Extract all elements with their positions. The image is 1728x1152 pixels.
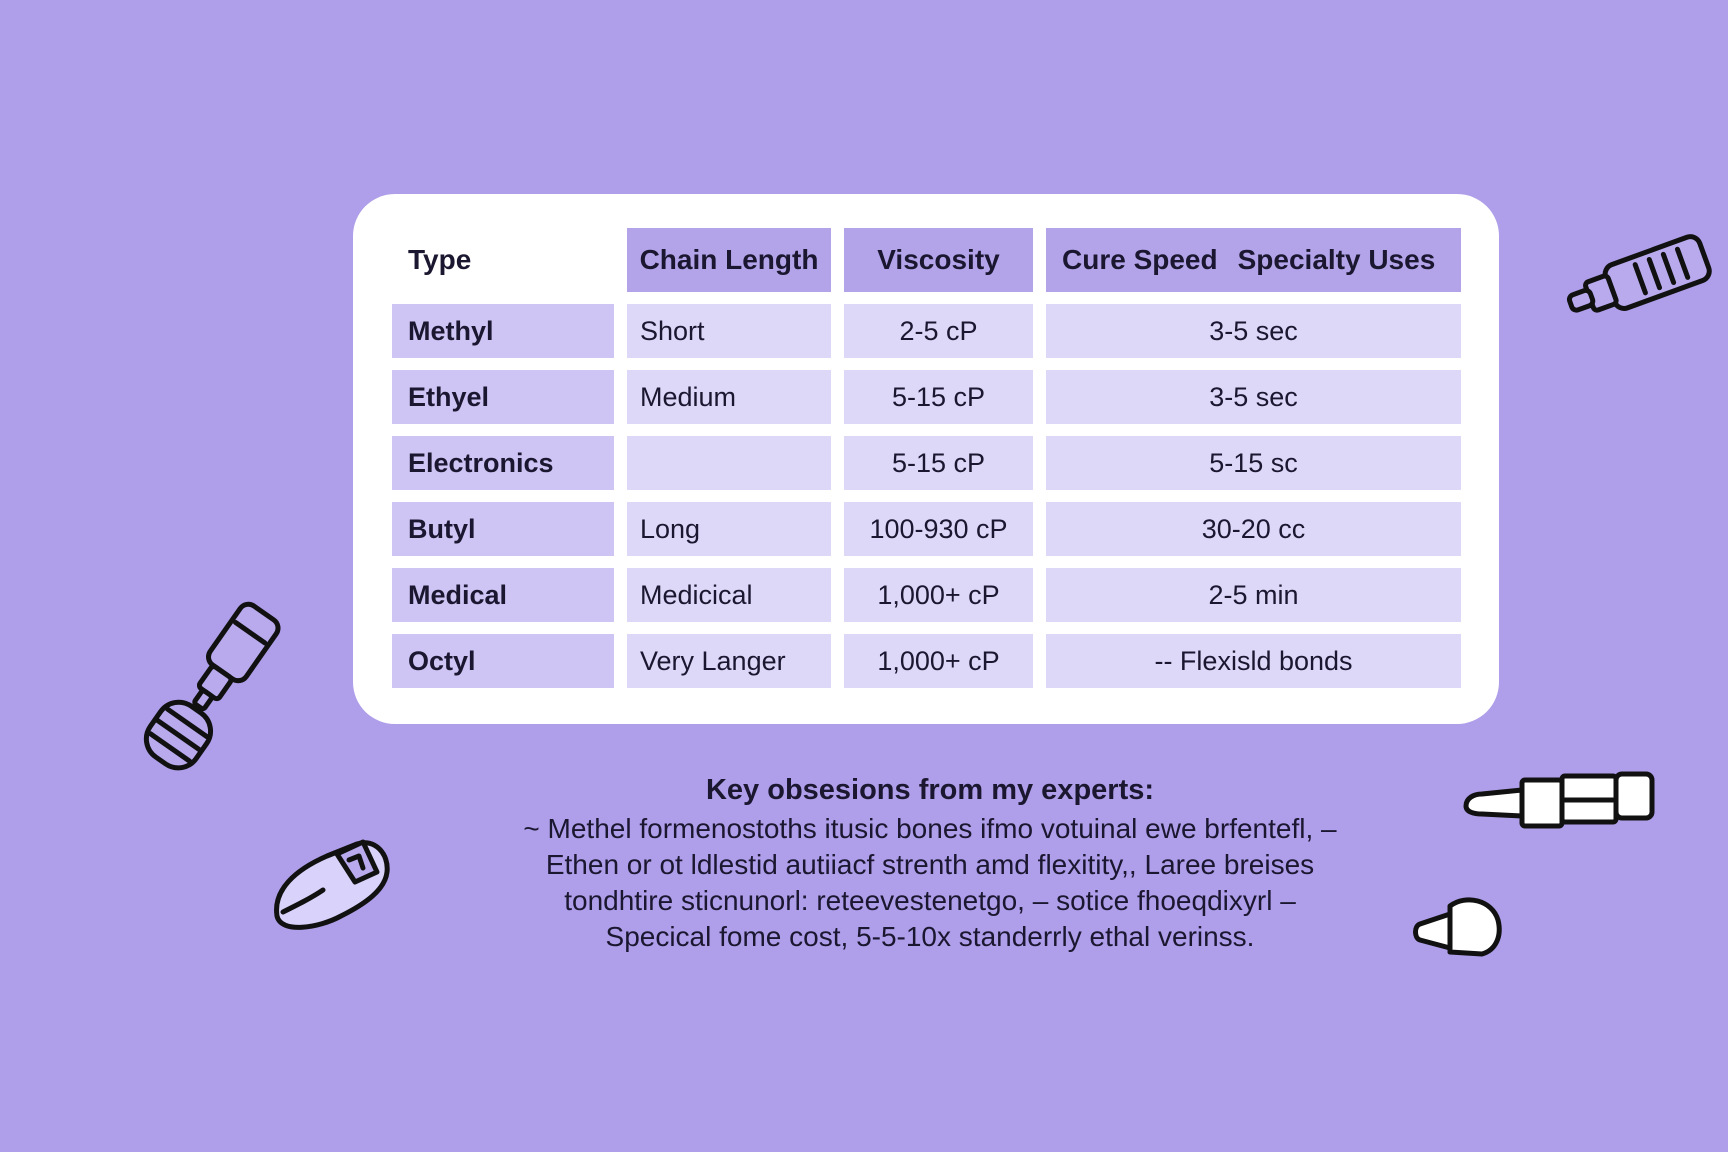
table-row-type: Octyl — [392, 634, 614, 688]
notes-line: ~ Methel formenostoths itusic bones ifmo… — [523, 813, 1337, 844]
table-row-chain: Medium — [627, 370, 831, 424]
glue-applicator-icon — [130, 590, 290, 790]
table-row-cure: 30-20 cc — [1046, 502, 1461, 556]
table-row-viscosity: 1,000+ cP — [844, 634, 1033, 688]
comparison-table: Type Chain Length Viscosity Cure Speed S… — [392, 228, 1461, 688]
table-row-viscosity: 5-15 cP — [844, 436, 1033, 490]
table-row-type: Medical — [392, 568, 614, 622]
notes-title: Key obsesions from my experts: — [705, 774, 1155, 806]
table-row-cure: 3-5 sec — [1046, 304, 1461, 358]
table-row-chain — [627, 436, 831, 490]
table-row-cure: 2-5 min — [1046, 568, 1461, 622]
table-row-specialty: -- Flexisld bonds — [1046, 634, 1461, 688]
header-specialty-uses: Specialty Uses — [1237, 244, 1436, 275]
table-row-type: Butyl — [392, 502, 614, 556]
comparison-card: Type Chain Length Viscosity Cure Speed S… — [353, 194, 1499, 724]
table-row-chain: Medicical — [627, 568, 831, 622]
glue-bottle-icon — [265, 820, 405, 940]
table-row-chain: Short — [627, 304, 831, 358]
notes-section: Key obsesions from my experts: ~ Methel … — [380, 774, 1480, 955]
header-type: Type — [408, 244, 472, 275]
table-row-type: Ethyel — [392, 370, 614, 424]
glue-tube-icon — [1560, 222, 1728, 332]
table-row-chain: Long — [627, 502, 831, 556]
table-row-chain: Very Langer — [627, 634, 831, 688]
glue-cap-icon — [1410, 892, 1510, 972]
table-row-type: Methyl — [392, 304, 614, 358]
notes-line: Specical fome cost, 5-5-10x standerrly e… — [605, 921, 1255, 952]
notes-line: tondhtire sticnunorl: reteevestenetgo, –… — [564, 885, 1296, 916]
dropper-tube-icon — [1460, 766, 1660, 836]
header-cure-speed: Cure Speed — [1062, 244, 1218, 275]
header-viscosity: Viscosity — [844, 228, 1033, 292]
table-row-viscosity: 5-15 cP — [844, 370, 1033, 424]
header-cure-speed-specialty: Cure Speed Specialty Uses — [1046, 228, 1461, 292]
notes-line: Ethen or ot ldlestid autiiacf strenth am… — [545, 849, 1315, 880]
table-row-cure: 3-5 sec — [1046, 370, 1461, 424]
table-row-cure: 5-15 sc — [1046, 436, 1461, 490]
table-row-viscosity: 2-5 cP — [844, 304, 1033, 358]
header-chain-length: Chain Length — [627, 228, 831, 292]
table-row-viscosity: 100-930 cP — [844, 502, 1033, 556]
table-row-type: Electronics — [392, 436, 614, 490]
table-row-viscosity: 1,000+ cP — [844, 568, 1033, 622]
